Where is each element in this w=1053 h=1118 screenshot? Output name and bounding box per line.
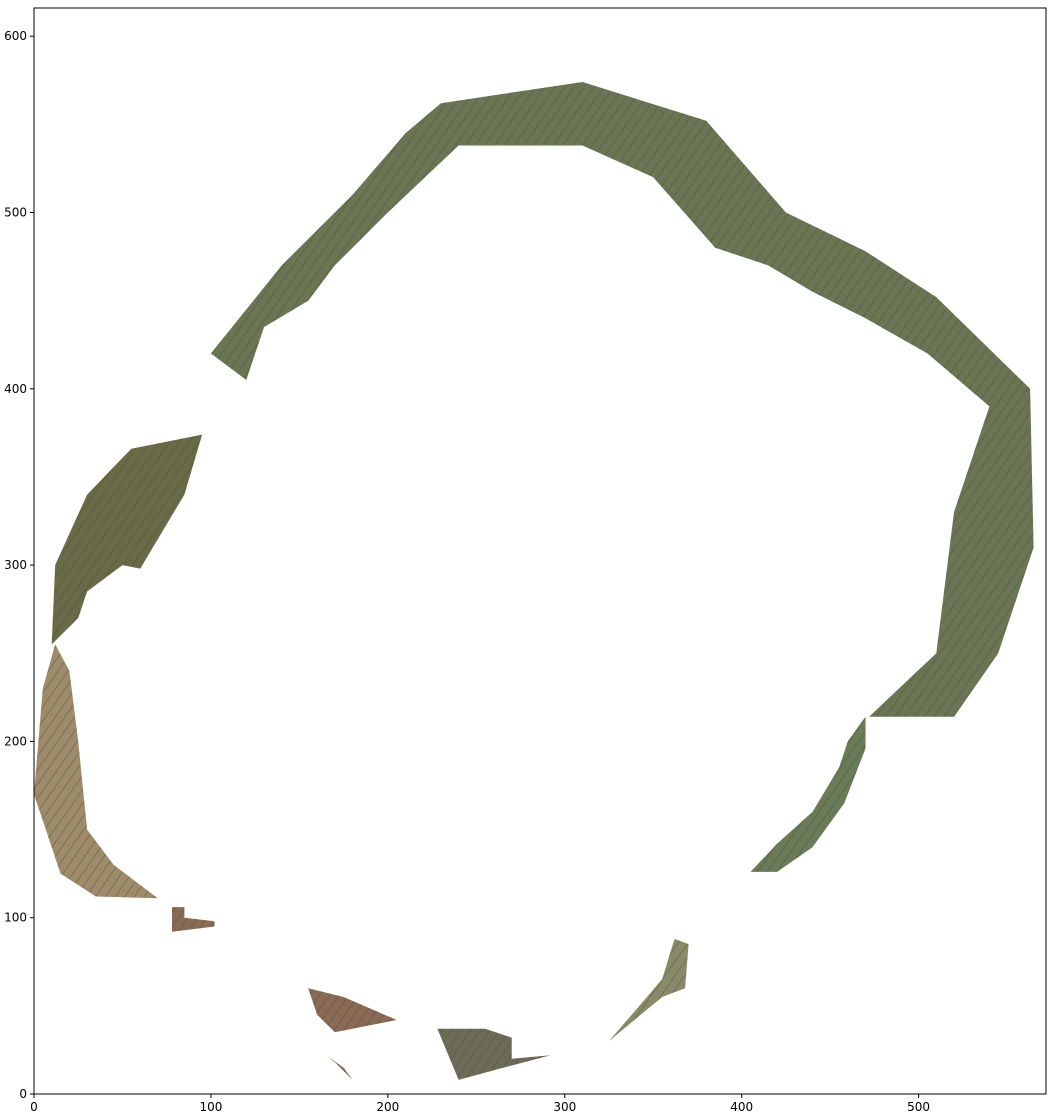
- x-tick-label: 200: [376, 1100, 399, 1114]
- image-fragment-texture-bottom-fragment-b: [437, 1028, 551, 1080]
- x-tick-label: 0: [30, 1100, 38, 1114]
- x-tick-label: 100: [199, 1100, 222, 1114]
- x-axis: 0 100 200 300 400 500: [30, 1094, 930, 1114]
- image-layer: [34, 82, 1034, 1080]
- image-fragment-texture-bottom-right-fragment: [609, 938, 689, 1042]
- y-tick-label: 0: [19, 1087, 27, 1101]
- plot-frame: [33, 7, 1047, 1095]
- image-fragment-texture-left-lower-arc: [34, 644, 158, 899]
- image-fragment-texture-upper-right-arc: [210, 82, 1034, 717]
- image-fragment-texture-left-fragment-d: [172, 907, 215, 932]
- image-fragment-texture-left-upper-arc: [51, 434, 203, 645]
- y-axis: 0 100 200 300 400 500 600: [4, 29, 34, 1101]
- x-tick-label: 500: [907, 1100, 930, 1114]
- image-fragment-texture-right-lower-arc: [750, 716, 866, 872]
- x-tick-label: 300: [553, 1100, 576, 1114]
- y-tick-label: 500: [4, 206, 27, 220]
- image-fragment-upper-right-arc: [210, 82, 1034, 717]
- x-tick-label: 400: [730, 1100, 753, 1114]
- image-fragment-texture-bottom-fragment-c: [325, 1055, 353, 1080]
- image-fragment-bottom-fragment-c: [325, 1055, 353, 1080]
- image-fragment-texture-bottom-fragment-a: [308, 988, 397, 1033]
- y-tick-label: 100: [4, 911, 27, 925]
- y-tick-label: 300: [4, 558, 27, 572]
- y-tick-label: 200: [4, 734, 27, 748]
- y-tick-label: 400: [4, 382, 27, 396]
- fragments: [34, 82, 1034, 1080]
- y-tick-label: 600: [4, 29, 27, 43]
